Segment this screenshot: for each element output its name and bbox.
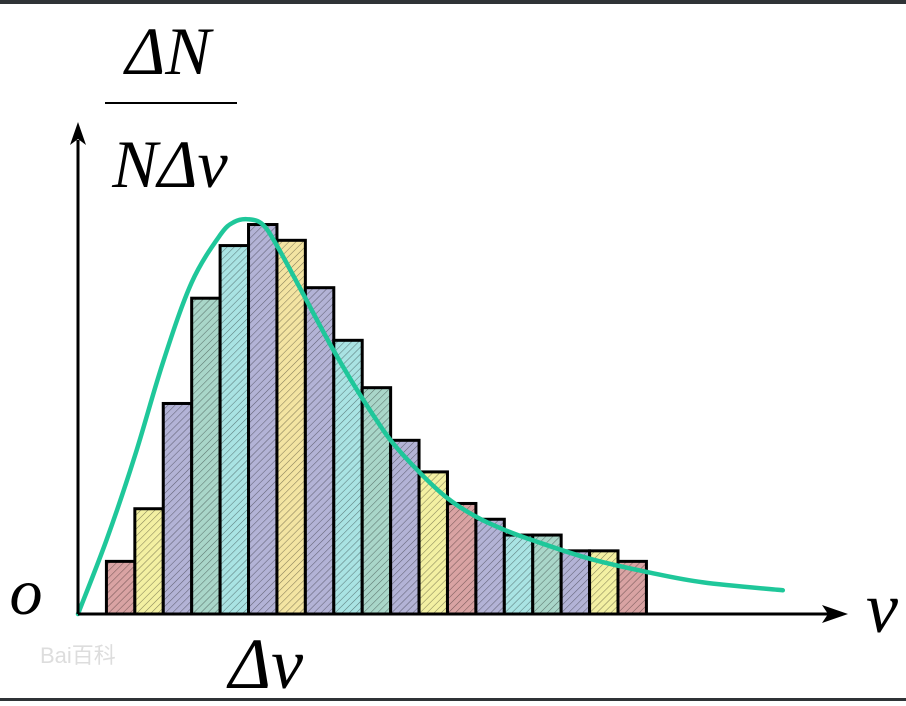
histogram-bar-outline-16 [531,533,563,616]
histogram-bar-outline-3 [161,401,194,616]
histogram-bar-outline-5 [218,244,251,616]
bottom-border [0,698,906,701]
histogram-bar-outline-15 [502,533,535,616]
histogram-bar-outline-4 [190,296,222,616]
histogram-bar-outline-17 [559,549,592,616]
xlabel: v [866,568,898,648]
histogram-bar-outline-8 [303,286,336,616]
histogram-bars [104,223,648,616]
histogram-bar-outline-13 [445,501,478,616]
ylabel-denominator: NΔv [111,126,228,202]
histogram-bar-outline-6 [247,223,279,616]
histogram-bar-outline-1 [104,559,137,616]
histogram-bar-outline-10 [360,386,393,616]
histogram-bar-outline-7 [275,238,307,616]
top-border [0,0,906,4]
bin-width-label: Δv [226,624,303,701]
origin-label: o [10,556,43,629]
histogram-bar-outline-2 [133,507,165,616]
histogram-bar-outline-9 [332,338,364,616]
watermark: Bai百科 [40,643,116,668]
distribution-curve [75,216,786,617]
y-axis-arrow [70,122,86,145]
histogram-bar-outline-14 [474,517,506,616]
ylabel-numerator: ΔN [122,13,214,89]
x-axis-arrow [822,605,848,623]
